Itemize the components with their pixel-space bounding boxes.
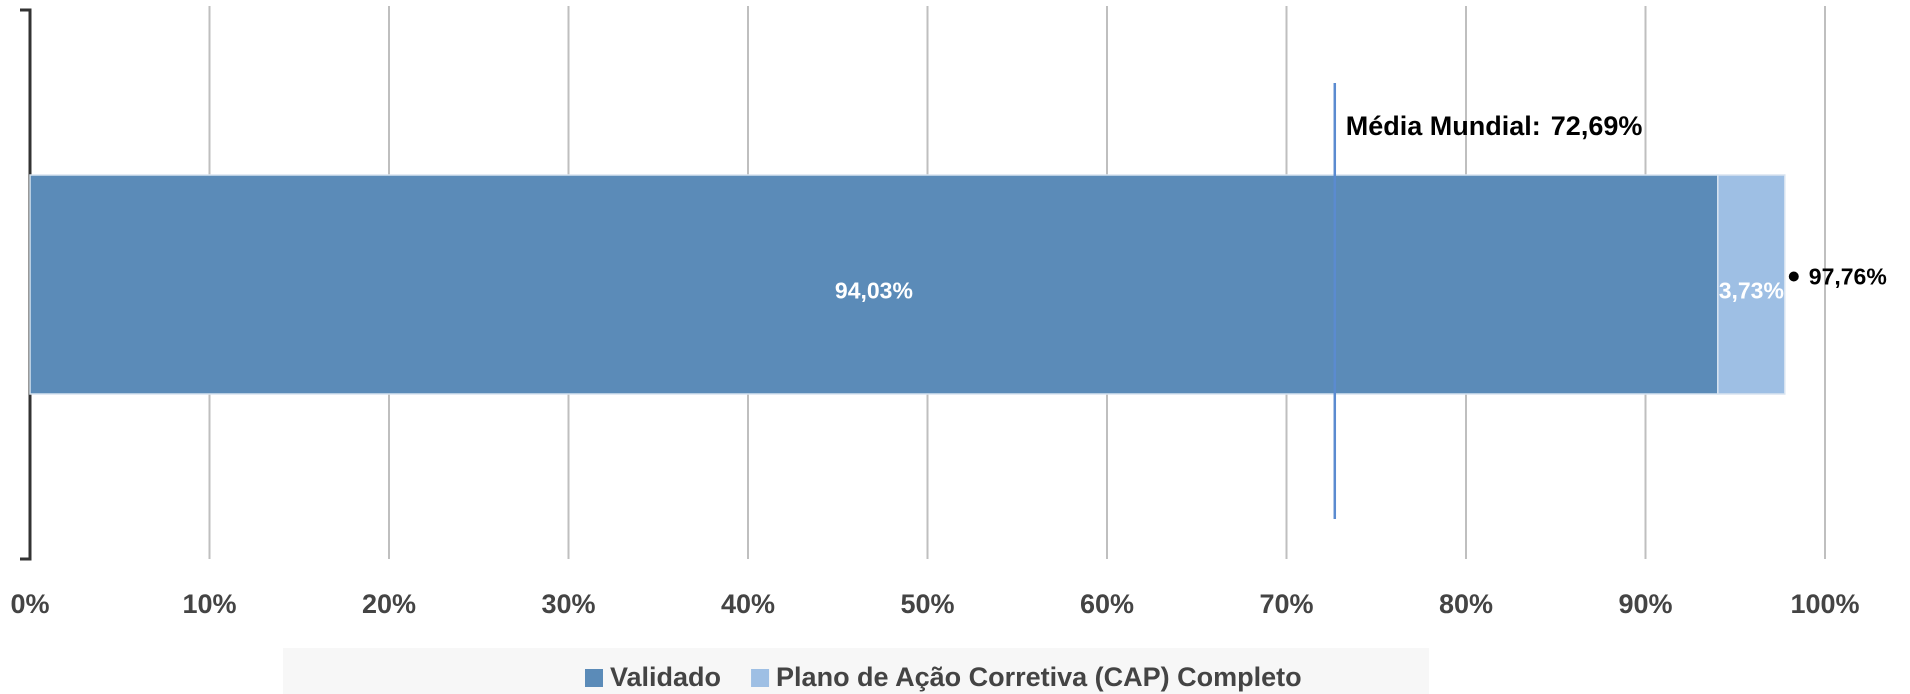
legend-background [283,648,1429,694]
reference-label: Média Mundial: [1346,111,1541,141]
total-marker [1788,271,1799,282]
x-tick-label: 20% [362,589,416,619]
value-label: 3,73% [1719,278,1784,304]
reference-value-label: 72,69% [1551,111,1643,141]
bar-segment [29,174,1719,395]
x-tick-label: 30% [541,589,595,619]
value-label: 94,03% [835,278,913,304]
x-tick-label: 0% [10,589,49,619]
x-tick-label: 80% [1439,589,1493,619]
x-tick-label: 50% [900,589,954,619]
legend-swatch [751,669,770,687]
x-tick-label: 10% [182,589,236,619]
x-tick-label: 60% [1080,589,1134,619]
x-tick-label: 90% [1618,589,1672,619]
bar-segment [1717,174,1786,395]
total-label: 97,76% [1809,264,1887,290]
legend-label: Plano de Ação Corretiva (CAP) Completo [776,662,1302,692]
legend-swatch [585,669,603,687]
x-tick-label: 40% [721,589,775,619]
legend-label: Validado [610,662,721,692]
x-tick-label: 100% [1790,589,1859,619]
x-tick-label: 70% [1259,589,1313,619]
y-axis [20,8,32,561]
